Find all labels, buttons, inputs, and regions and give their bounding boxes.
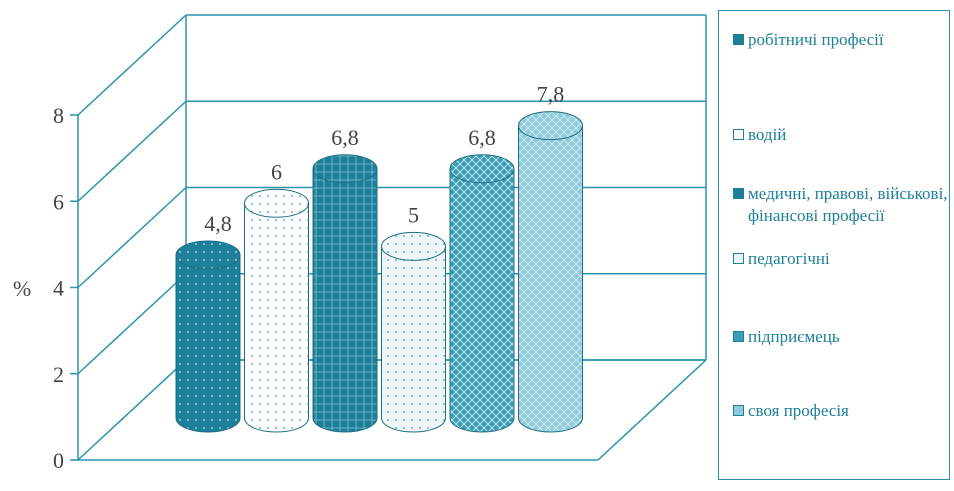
bar-5 [449, 154, 515, 433]
bar-3 [312, 154, 378, 433]
legend-swatch-own-profession [733, 405, 744, 416]
side-gridline [77, 273, 187, 375]
legend-item-pedagogical: педагогічні [733, 248, 953, 270]
legend-swatch-medical [733, 188, 744, 199]
legend-swatch-driver [733, 129, 744, 140]
legend-label-workers: робітничі професії [748, 30, 884, 49]
bar-top [175, 240, 241, 270]
y-tick-label: 6 [53, 189, 64, 214]
side-gridline [77, 100, 187, 202]
legend-swatch-entrepreneur [733, 331, 744, 342]
legend-item-entrepreneur: підприємець [733, 326, 953, 348]
floor-right-edge [597, 359, 707, 461]
side-gridline [77, 14, 187, 116]
data-label-6: 7,8 [537, 82, 565, 107]
bar-body [312, 168, 378, 433]
bar-1 [175, 240, 241, 433]
bar-top [449, 154, 515, 184]
bars [175, 111, 583, 433]
bar-2 [244, 188, 309, 433]
data-labels: 4,8 6 6,8 5 6,8 7,8 [204, 82, 564, 236]
y-axis-label: % [13, 276, 31, 301]
bar-body [518, 125, 583, 433]
bar-body [175, 254, 241, 433]
bar-top [518, 111, 583, 141]
bar-top [381, 231, 446, 261]
legend-swatch-pedagogical [733, 253, 744, 264]
y-axis-ticks: 0 2 4 6 8 [53, 103, 78, 473]
y-tick-label: 0 [53, 448, 64, 473]
legend: робітничі професії водій медичні, правов… [718, 10, 950, 480]
legend-label-entrepreneur: підприємець [748, 327, 840, 346]
legend-label-medical: медичні, правові, військові, фінансові п… [748, 184, 948, 225]
legend-label-own-profession: своя професія [748, 401, 849, 420]
bar-top [312, 154, 378, 184]
legend-item-driver: водій [733, 124, 953, 146]
y-tick-label: 8 [53, 103, 64, 128]
data-label-4: 5 [408, 202, 419, 227]
data-label-2: 6 [271, 159, 282, 184]
data-label-3: 6,8 [331, 125, 359, 150]
legend-item-medical: медичні, правові, військові, фінансові п… [733, 183, 953, 227]
data-label-5: 6,8 [468, 125, 496, 150]
side-gridline [77, 359, 187, 461]
legend-swatch-workers [733, 34, 744, 45]
legend-item-workers: робітничі професії [733, 29, 953, 51]
bar-body [381, 245, 446, 433]
y-tick-label: 4 [53, 276, 64, 301]
y-tick-label: 2 [53, 362, 64, 387]
side-gridline [77, 186, 187, 289]
legend-label-driver: водій [748, 125, 787, 144]
bar-top [244, 188, 309, 218]
bar-6 [518, 111, 583, 433]
data-label-1: 4,8 [204, 211, 232, 236]
bar-4 [381, 231, 446, 433]
bar-body [449, 168, 515, 433]
legend-label-pedagogical: педагогічні [748, 249, 830, 268]
bar-body [244, 202, 309, 433]
legend-item-own-profession: своя професія [733, 400, 953, 422]
